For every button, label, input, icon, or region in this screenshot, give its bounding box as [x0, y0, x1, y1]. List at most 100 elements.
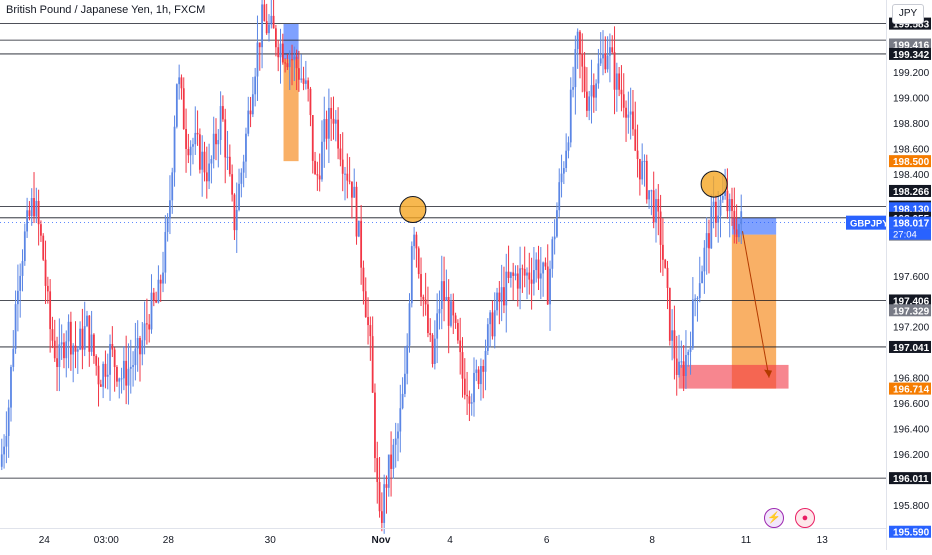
candle-body — [74, 345, 77, 352]
candle-body — [60, 342, 63, 345]
position-zone[interactable] — [731, 217, 777, 235]
candle-body — [470, 402, 473, 404]
candle-body — [491, 312, 494, 337]
candle-body — [118, 378, 121, 382]
projection-arrow[interactable] — [741, 231, 770, 378]
candle-body — [394, 438, 397, 445]
candle-body — [461, 352, 464, 379]
y-tick-label: 199.200 — [893, 68, 930, 79]
candle-body — [618, 73, 621, 90]
candle-body — [247, 110, 250, 134]
candle-body — [364, 291, 367, 318]
candle-body — [431, 335, 434, 364]
candle-body — [503, 287, 505, 306]
candle-body — [40, 224, 42, 236]
candle-body — [489, 312, 492, 325]
candle-body — [678, 361, 680, 375]
candle-body — [592, 85, 595, 98]
candle-body — [173, 126, 176, 173]
candle-body — [597, 63, 600, 84]
candle-body — [134, 348, 137, 366]
uk-flag-icon[interactable]: ● — [795, 508, 815, 528]
candle-body — [235, 209, 238, 231]
candle-body — [367, 317, 369, 326]
candle-body — [122, 360, 125, 379]
candle-body — [482, 366, 485, 372]
currency-button[interactable]: JPY — [892, 4, 924, 24]
candle-body — [321, 141, 323, 180]
candle-body — [634, 129, 637, 151]
candle-body — [318, 175, 321, 180]
candle-body — [26, 210, 29, 232]
candle-body — [537, 259, 540, 279]
candle-body — [436, 313, 439, 339]
candle-body — [42, 235, 45, 260]
candle-body — [655, 199, 657, 223]
candle-body — [549, 268, 551, 305]
candle-body — [49, 291, 52, 330]
candle-body — [429, 333, 432, 336]
highlight-circle[interactable] — [399, 196, 427, 224]
candle-body — [263, 4, 266, 22]
candle-body — [192, 144, 194, 147]
candle-body — [254, 76, 257, 95]
candle-body — [535, 259, 538, 271]
candle-body — [528, 272, 531, 280]
candle-body — [659, 211, 662, 245]
candle-body — [302, 78, 305, 84]
candle-body — [293, 56, 296, 61]
candle-body — [636, 150, 639, 160]
x-tick-label: 13 — [817, 535, 829, 546]
candle-body — [652, 190, 655, 223]
candle-body — [648, 190, 650, 200]
candle-body — [406, 345, 409, 374]
candle-body — [298, 68, 300, 80]
candle-body — [733, 210, 736, 230]
candle-body — [583, 66, 586, 92]
candle-body — [576, 31, 579, 49]
candle-body — [484, 350, 487, 372]
candle-body — [228, 156, 231, 175]
candle-body — [452, 301, 455, 316]
candle-body — [304, 80, 307, 84]
candle-body — [226, 156, 229, 158]
candle-body — [93, 334, 95, 357]
candle-body — [242, 161, 245, 173]
price-label-bg — [889, 216, 931, 229]
candle-body — [735, 229, 738, 238]
candle-body — [277, 47, 280, 58]
candle-body — [424, 299, 427, 305]
candle-body — [102, 363, 105, 387]
highlight-circle[interactable] — [700, 170, 728, 198]
position-zone[interactable] — [283, 59, 299, 162]
candle-body — [480, 366, 482, 385]
candle-body — [507, 271, 510, 278]
candle-body — [355, 186, 358, 237]
candle-body — [371, 336, 374, 393]
candle-body — [443, 281, 445, 301]
candle-body — [145, 323, 148, 325]
position-zone[interactable] — [678, 364, 789, 389]
lightning-icon[interactable]: ⚡ — [764, 508, 784, 528]
price-label-bg — [889, 202, 931, 215]
candle-body — [719, 199, 722, 216]
y-tick-label: 196.800 — [893, 374, 930, 385]
candle-body — [357, 220, 360, 237]
price-label-bg — [889, 47, 931, 60]
candle-body — [261, 4, 263, 48]
candle-body — [645, 160, 648, 200]
candle-body — [325, 119, 328, 139]
position-zone[interactable] — [731, 234, 777, 389]
price-label: 197.329 — [893, 306, 930, 317]
candle-body — [486, 324, 489, 351]
candle-body — [459, 340, 462, 353]
candle-body — [422, 296, 425, 300]
candle-body — [551, 239, 554, 269]
candle-body — [155, 300, 158, 303]
candle-body — [468, 396, 471, 404]
candle-body — [309, 88, 312, 116]
candle-body — [210, 159, 213, 164]
candle-body — [380, 511, 383, 523]
